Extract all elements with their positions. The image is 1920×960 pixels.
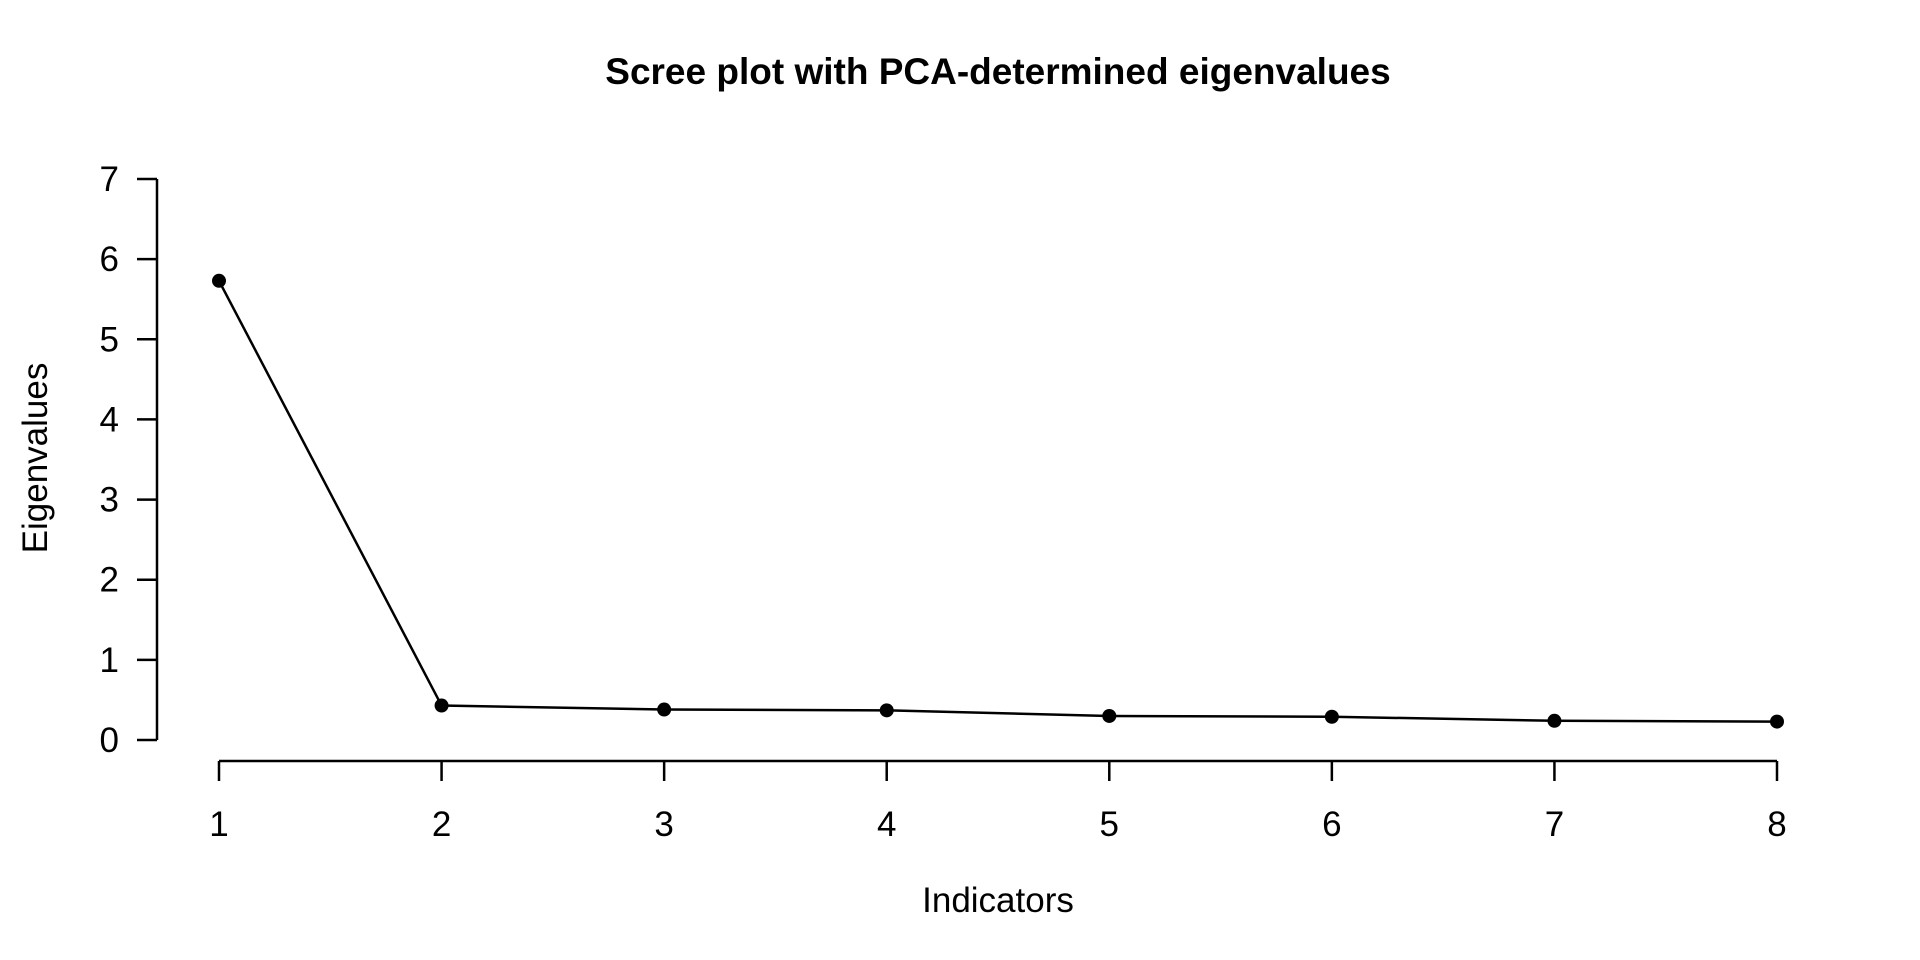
chart-title: Scree plot with PCA-determined eigenvalu… [605, 51, 1390, 92]
data-point [1324, 709, 1339, 724]
data-series [212, 273, 1784, 729]
data-point [212, 273, 226, 288]
y-tick-label: 5 [100, 320, 119, 359]
y-tick-label: 4 [100, 400, 119, 439]
data-point [1547, 713, 1562, 728]
eigenvalue-line [217, 280, 1778, 723]
y-tick-label: 3 [100, 481, 119, 520]
y-tick-label: 6 [100, 240, 119, 279]
data-point [1102, 708, 1117, 723]
y-axis-title: Eigenvalues [16, 363, 55, 554]
y-tick-label: 1 [100, 641, 119, 680]
x-tick-label: 6 [1322, 805, 1341, 844]
x-tick-label: 4 [877, 805, 896, 844]
axes: 0 1 2 3 4 5 6 7 1 2 3 4 5 6 7 8 [100, 160, 1787, 844]
x-tick-label: 5 [1100, 805, 1119, 844]
x-tick-label: 1 [209, 805, 228, 844]
x-axis-title: Indicators [922, 881, 1074, 920]
data-point [1770, 714, 1784, 729]
x-tick-label: 3 [654, 805, 673, 844]
data-point [879, 703, 894, 718]
x-tick-label: 2 [432, 805, 451, 844]
y-tick-label: 7 [100, 160, 119, 199]
y-tick-label: 0 [100, 721, 119, 760]
x-tick-label: 7 [1545, 805, 1564, 844]
x-tick-label: 8 [1767, 805, 1786, 844]
data-point [434, 698, 449, 713]
data-point [657, 702, 672, 717]
y-tick-label: 2 [100, 561, 119, 600]
